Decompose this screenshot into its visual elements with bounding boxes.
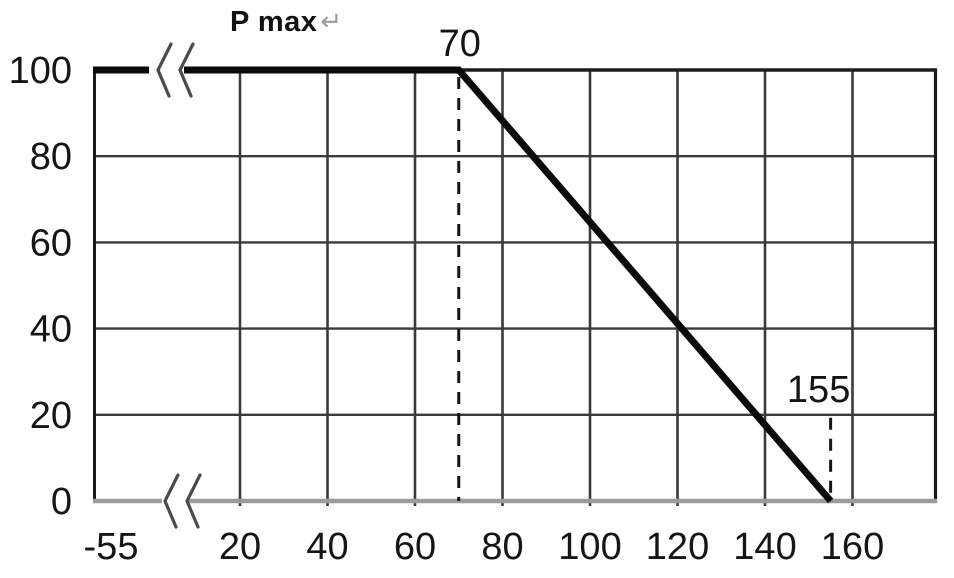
return-mark-icon: ↵	[320, 6, 343, 36]
axis-break-icon	[163, 473, 180, 529]
y-tick-label: 0	[51, 481, 72, 523]
break-gap-top	[149, 61, 184, 78]
pmax-curve	[93, 66, 834, 504]
chart-title-text: P max	[230, 6, 318, 38]
axis-break-icon	[178, 42, 195, 98]
x-tick-label: 80	[481, 526, 523, 568]
x-tick-label: 120	[646, 526, 709, 568]
y-tick-label: 20	[30, 395, 72, 437]
y-tick-label: 40	[30, 309, 72, 351]
annotation-label: 155	[787, 369, 850, 411]
annotation-label: 70	[439, 23, 481, 65]
y-tick-label: 100	[9, 50, 72, 92]
axis-break-icon	[156, 42, 173, 98]
axis-break-icon	[185, 473, 202, 529]
y-tick-label: 80	[30, 136, 72, 178]
x-tick-label: 100	[558, 526, 621, 568]
x-tick-label: 140	[733, 526, 796, 568]
y-tick-label: 60	[30, 222, 72, 264]
x-tick-label: 60	[394, 526, 436, 568]
x-tick-label: -55	[84, 526, 139, 568]
chart-title: P max ↵	[230, 6, 343, 39]
x-tick-label: 160	[821, 526, 884, 568]
x-tick-label: 20	[219, 526, 261, 568]
x-tick-label: 40	[306, 526, 348, 568]
